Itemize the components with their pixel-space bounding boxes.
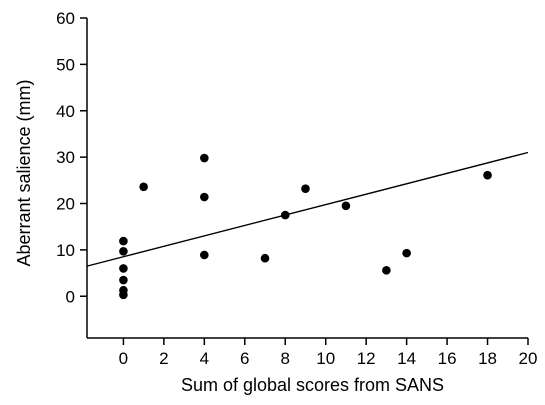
x-axis-title: Sum of global scores from SANS bbox=[181, 375, 444, 395]
data-point bbox=[119, 285, 128, 295]
data-point bbox=[382, 265, 391, 275]
x-tick-label: 8 bbox=[281, 349, 290, 368]
y-tick-label: 50 bbox=[56, 55, 75, 74]
x-tick-label: 10 bbox=[316, 349, 335, 368]
data-point bbox=[402, 248, 411, 258]
x-tick-label: 6 bbox=[240, 349, 249, 368]
x-tick-label: 2 bbox=[159, 349, 168, 368]
data-point bbox=[119, 264, 128, 273]
data-point bbox=[200, 192, 209, 202]
y-tick-label: 30 bbox=[56, 148, 75, 167]
data-point bbox=[119, 246, 128, 256]
x-tick-label: 16 bbox=[438, 349, 457, 368]
regression-line-group bbox=[86, 151, 529, 267]
data-point bbox=[119, 275, 128, 285]
x-tick-label: 20 bbox=[519, 349, 538, 368]
data-point bbox=[139, 182, 148, 192]
y-tick-label: 10 bbox=[56, 241, 75, 260]
data-point bbox=[200, 250, 209, 260]
y-tick-label: 0 bbox=[66, 287, 75, 306]
x-tick-label: 18 bbox=[478, 349, 497, 368]
x-tick-label: 14 bbox=[397, 349, 416, 368]
axes: 0 10 20 30 40 50 60 0 2 4 6 8 10 12 14 16 18 20 bbox=[56, 9, 537, 368]
y-tick-label: 40 bbox=[56, 102, 75, 121]
regression-line bbox=[86, 151, 529, 267]
y-tick-label: 60 bbox=[56, 9, 75, 28]
data-point bbox=[200, 153, 209, 163]
data-point bbox=[301, 184, 310, 193]
x-tick-label: 12 bbox=[357, 349, 376, 368]
data-point bbox=[483, 170, 492, 180]
data-point bbox=[280, 210, 290, 220]
data-points bbox=[119, 153, 492, 300]
data-point bbox=[119, 236, 128, 246]
data-point bbox=[341, 201, 351, 211]
x-tick-label: 4 bbox=[200, 349, 209, 368]
data-point bbox=[260, 253, 270, 263]
y-tick-label: 20 bbox=[56, 195, 75, 214]
x-tick-label: 0 bbox=[119, 349, 128, 368]
y-axis-title: Aberrant salience (mm) bbox=[14, 79, 34, 266]
